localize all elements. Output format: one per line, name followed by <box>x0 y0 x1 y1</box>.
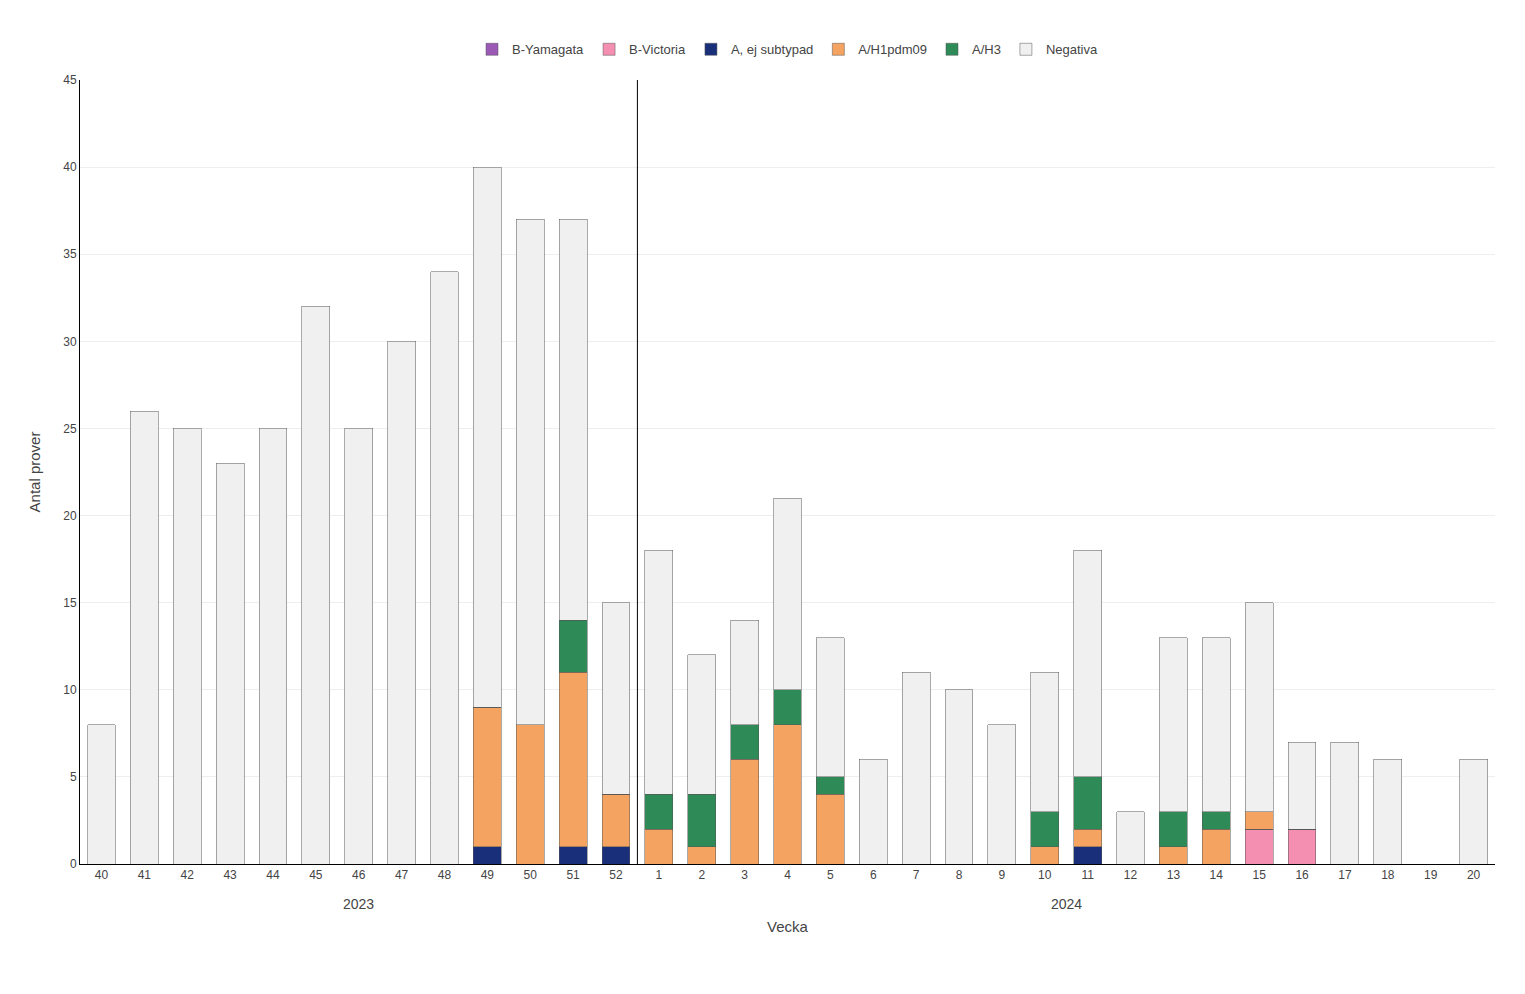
svg-text:46: 46 <box>352 868 366 882</box>
svg-text:13: 13 <box>1167 868 1181 882</box>
svg-text:17: 17 <box>1338 868 1352 882</box>
svg-text:45: 45 <box>63 73 77 87</box>
svg-text:41: 41 <box>138 868 152 882</box>
svg-text:35: 35 <box>63 247 77 261</box>
svg-text:43: 43 <box>223 868 237 882</box>
svg-text:Negativa: Negativa <box>1046 42 1098 57</box>
svg-text:Vecka: Vecka <box>767 918 809 935</box>
svg-text:52: 52 <box>609 868 623 882</box>
svg-text:4: 4 <box>784 868 791 882</box>
svg-text:11: 11 <box>1081 868 1094 882</box>
svg-text:49: 49 <box>481 868 495 882</box>
svg-text:2: 2 <box>698 868 705 882</box>
svg-text:42: 42 <box>181 868 195 882</box>
svg-text:47: 47 <box>395 868 409 882</box>
svg-text:30: 30 <box>63 335 77 349</box>
svg-text:19: 19 <box>1424 868 1438 882</box>
svg-text:7: 7 <box>913 868 920 882</box>
svg-text:10: 10 <box>1038 868 1052 882</box>
svg-text:3: 3 <box>741 868 748 882</box>
svg-text:40: 40 <box>95 868 109 882</box>
svg-text:15: 15 <box>1252 868 1266 882</box>
svg-text:B-Yamagata: B-Yamagata <box>512 42 584 57</box>
svg-text:45: 45 <box>309 868 323 882</box>
svg-text:B-Victoria: B-Victoria <box>629 42 686 57</box>
svg-text:20: 20 <box>1467 868 1481 882</box>
svg-text:6: 6 <box>870 868 877 882</box>
svg-text:5: 5 <box>70 770 77 784</box>
svg-text:18: 18 <box>1381 868 1395 882</box>
svg-text:A/H1pdm09: A/H1pdm09 <box>858 42 927 57</box>
svg-text:Antal prover: Antal prover <box>26 432 43 513</box>
svg-text:A/H3: A/H3 <box>972 42 1001 57</box>
svg-text:A, ej subtypad: A, ej subtypad <box>731 42 813 57</box>
svg-text:25: 25 <box>63 422 77 436</box>
svg-text:2023: 2023 <box>343 896 374 912</box>
svg-text:1: 1 <box>656 868 663 882</box>
svg-text:51: 51 <box>566 868 580 882</box>
svg-text:40: 40 <box>63 160 77 174</box>
svg-text:15: 15 <box>63 596 77 610</box>
svg-text:44: 44 <box>266 868 280 882</box>
svg-text:10: 10 <box>63 683 77 697</box>
svg-text:2024: 2024 <box>1051 896 1082 912</box>
svg-text:50: 50 <box>524 868 538 882</box>
svg-text:20: 20 <box>63 509 77 523</box>
svg-text:14: 14 <box>1210 868 1224 882</box>
svg-text:12: 12 <box>1124 868 1138 882</box>
svg-text:0: 0 <box>70 857 77 871</box>
svg-text:48: 48 <box>438 868 452 882</box>
svg-text:16: 16 <box>1295 868 1309 882</box>
svg-text:8: 8 <box>956 868 963 882</box>
svg-text:9: 9 <box>999 868 1006 882</box>
svg-text:5: 5 <box>827 868 834 882</box>
